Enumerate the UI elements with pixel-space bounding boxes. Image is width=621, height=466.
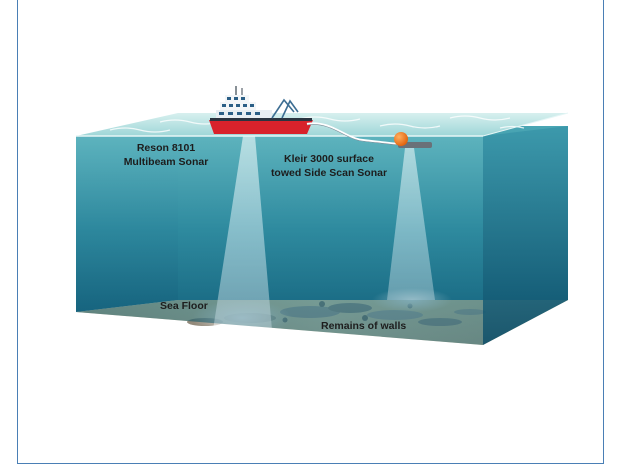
marker-buoy (394, 132, 408, 146)
multibeam-sonar-label-line2: Multibeam Sonar (124, 156, 209, 168)
ship-hull-stripe (210, 118, 312, 121)
sea-floor-label: Sea Floor (160, 300, 208, 312)
water-right-wall (483, 126, 568, 345)
side-scan-sonar-label-line2: towed Side Scan Sonar (271, 167, 387, 179)
side-scan-sonar-label-line1: Kleir 3000 surface (284, 153, 374, 165)
side-scan-towfish (398, 142, 432, 148)
multibeam-sonar-label-line1: Reson 8101 (137, 142, 196, 154)
ship-hull (209, 120, 313, 134)
surface-right-edge (482, 112, 569, 137)
side-scan-beam-front (387, 148, 435, 300)
ship-deck (216, 110, 272, 118)
remains-of-walls-label: Remains of walls (321, 320, 406, 332)
water-front-wall (76, 136, 483, 345)
multibeam-beam-front (213, 136, 272, 330)
tow-cable-shadow (306, 124, 401, 146)
ship-crane (271, 98, 299, 119)
ship-windows (219, 97, 260, 115)
survey-ship (209, 86, 313, 134)
tow-cable (306, 122, 401, 146)
